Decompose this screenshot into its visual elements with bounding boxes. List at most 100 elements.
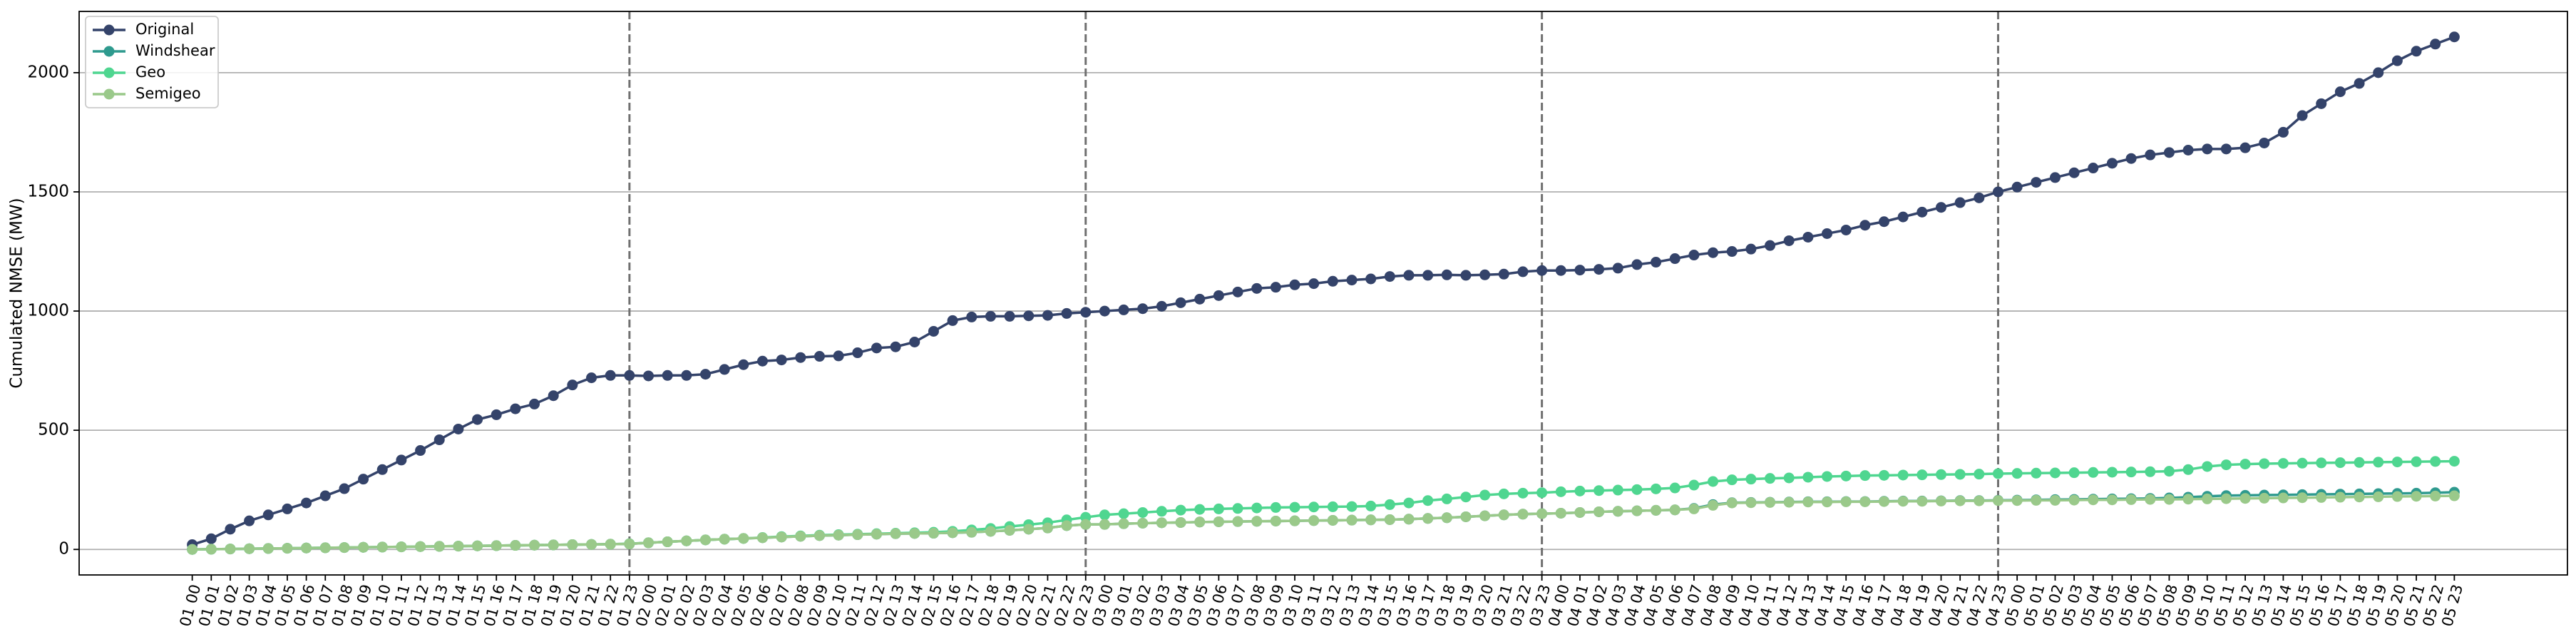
data-point xyxy=(947,527,958,539)
data-point xyxy=(1517,509,1529,520)
data-point xyxy=(1783,496,1795,508)
data-point xyxy=(2182,494,2194,505)
data-point xyxy=(624,539,635,550)
data-point xyxy=(1954,495,1966,506)
data-point xyxy=(699,369,711,380)
data-point xyxy=(1270,501,1281,513)
data-point xyxy=(2373,457,2384,468)
data-point xyxy=(205,544,217,555)
data-point xyxy=(472,540,483,551)
data-point xyxy=(358,474,369,485)
data-point xyxy=(719,364,730,375)
data-point xyxy=(1536,487,1548,499)
data-point xyxy=(2202,493,2213,504)
data-point xyxy=(1822,471,1833,482)
data-point xyxy=(2259,458,2270,469)
data-point xyxy=(2220,493,2232,504)
data-point xyxy=(433,541,445,552)
data-point xyxy=(2011,495,2023,506)
data-point xyxy=(1270,515,1281,526)
data-point xyxy=(1783,235,1795,246)
data-point xyxy=(1517,266,1529,277)
data-point xyxy=(339,483,350,494)
data-point xyxy=(662,536,673,548)
data-point xyxy=(1213,503,1224,514)
data-point xyxy=(681,535,692,546)
data-point xyxy=(1688,503,1700,514)
data-point xyxy=(2277,458,2289,469)
data-point xyxy=(1651,483,1662,494)
data-point xyxy=(1061,307,1072,319)
data-point xyxy=(2411,491,2422,502)
data-point xyxy=(225,544,236,555)
data-point xyxy=(985,310,996,322)
data-point xyxy=(1422,270,1434,281)
data-point xyxy=(2182,144,2194,156)
data-point xyxy=(795,531,806,542)
data-point xyxy=(2145,466,2156,477)
legend-label: Geo xyxy=(135,63,165,81)
data-point xyxy=(1061,520,1072,531)
data-point xyxy=(1936,469,1947,480)
data-point xyxy=(1631,259,1643,270)
data-point xyxy=(1498,509,1509,521)
data-point xyxy=(1251,516,1263,527)
data-point xyxy=(1840,470,1852,482)
data-point xyxy=(1308,278,1320,290)
data-point xyxy=(396,454,407,466)
data-point xyxy=(1859,470,1871,482)
data-point xyxy=(1365,500,1377,511)
data-point xyxy=(1574,485,1586,496)
data-point xyxy=(2334,491,2346,503)
data-point xyxy=(2088,467,2099,478)
data-point xyxy=(1745,497,1757,509)
data-point xyxy=(510,403,521,414)
data-point xyxy=(2259,492,2270,504)
data-point xyxy=(2373,491,2384,502)
data-point xyxy=(1441,512,1452,524)
data-point xyxy=(2430,39,2441,50)
data-point xyxy=(548,539,559,551)
data-point xyxy=(2259,137,2270,148)
data-point xyxy=(1688,479,1700,491)
data-point xyxy=(2049,172,2061,183)
data-point xyxy=(282,543,293,554)
data-point xyxy=(2163,494,2175,505)
data-point xyxy=(1194,504,1206,515)
data-point xyxy=(2068,494,2080,506)
data-point xyxy=(1916,469,1928,481)
data-point xyxy=(2316,98,2327,109)
data-point xyxy=(1232,286,1243,297)
data-point xyxy=(681,370,692,381)
data-point xyxy=(1897,496,1909,507)
data-point xyxy=(738,359,749,370)
data-point xyxy=(2068,167,2080,178)
data-point xyxy=(1726,497,1738,509)
data-point xyxy=(1669,253,1680,265)
data-point xyxy=(1346,275,1358,286)
data-point xyxy=(282,503,293,514)
data-point xyxy=(1859,496,1871,507)
data-point xyxy=(2239,493,2251,504)
data-point xyxy=(244,543,255,554)
data-point xyxy=(1822,496,1833,508)
data-point xyxy=(415,445,426,457)
legend-marker xyxy=(103,46,115,57)
data-point xyxy=(1080,307,1092,318)
data-point xyxy=(947,315,958,326)
data-point xyxy=(1954,469,1966,480)
data-point xyxy=(2202,143,2213,155)
data-point xyxy=(2448,31,2460,43)
data-point xyxy=(1708,247,1719,258)
data-point xyxy=(2411,456,2422,467)
data-point xyxy=(1612,263,1623,274)
legend-label: Semigeo xyxy=(135,85,201,102)
data-point xyxy=(1175,516,1186,528)
data-point xyxy=(2316,491,2327,503)
data-point xyxy=(1460,270,1472,281)
data-point xyxy=(1042,522,1053,534)
data-point xyxy=(491,409,502,420)
data-point xyxy=(187,544,198,555)
data-point xyxy=(1308,515,1320,526)
data-point xyxy=(529,398,540,409)
